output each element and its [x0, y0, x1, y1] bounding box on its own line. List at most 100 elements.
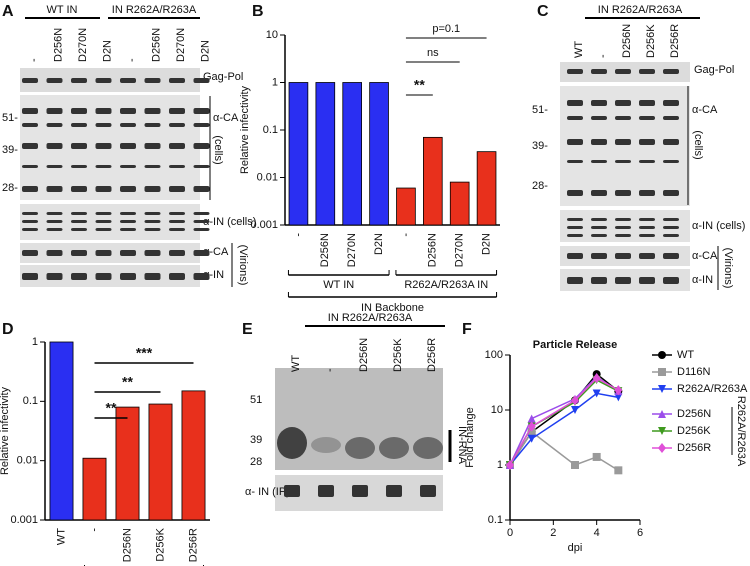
band	[663, 160, 679, 163]
series-line	[509, 373, 619, 466]
annotation: **	[122, 374, 133, 390]
band	[95, 78, 112, 83]
band	[567, 69, 583, 74]
band	[420, 485, 436, 497]
blot-header: IN R262A/R263A	[598, 4, 683, 16]
band	[120, 165, 136, 168]
band	[615, 190, 631, 196]
band	[639, 116, 655, 120]
blot-label: α-CA	[203, 246, 229, 258]
mw-marker: 51-	[2, 112, 18, 124]
band	[169, 143, 185, 149]
marker	[658, 385, 666, 393]
band	[22, 123, 38, 127]
lane-label: D256N	[52, 28, 64, 62]
band	[144, 273, 161, 280]
lane-label: D256N	[150, 28, 162, 62]
band	[567, 234, 583, 237]
band	[169, 212, 185, 215]
marker	[658, 410, 666, 418]
x-tick-label: D256N	[121, 528, 133, 562]
panel-letter: B	[252, 3, 264, 20]
band	[591, 226, 607, 229]
band	[120, 250, 136, 256]
band	[639, 234, 655, 237]
band	[95, 165, 112, 168]
mw-marker: 28-	[2, 182, 18, 194]
band	[95, 143, 112, 149]
legend-label: D256R	[677, 442, 711, 454]
band	[591, 253, 607, 259]
x-tick-label: D256R	[187, 528, 199, 562]
band	[144, 250, 161, 256]
annotation: **	[106, 400, 117, 416]
band	[46, 165, 63, 168]
y-tick-label: 1	[32, 336, 38, 348]
band	[591, 277, 607, 284]
blot-label: α-IN (cells)	[203, 216, 256, 228]
band	[567, 139, 583, 145]
band	[615, 253, 631, 259]
band	[193, 212, 210, 215]
band	[144, 186, 161, 192]
bar	[115, 406, 140, 521]
band	[120, 212, 136, 215]
band	[663, 277, 679, 284]
y-axis-label: Fold change	[464, 407, 476, 468]
band	[639, 139, 655, 145]
y-tick-label: 1	[272, 76, 278, 88]
band	[639, 160, 655, 163]
band	[567, 226, 583, 229]
band	[567, 253, 583, 259]
band	[169, 186, 185, 192]
band	[46, 108, 63, 114]
band	[193, 250, 210, 256]
band	[71, 273, 87, 280]
mw-marker: 39-	[2, 144, 18, 156]
band	[639, 226, 655, 229]
y-axis-label: Relative infectivity	[239, 85, 251, 174]
legend-label: D116N	[677, 366, 710, 378]
band	[22, 165, 38, 168]
group-label: IN Backbone	[361, 302, 424, 314]
bar	[342, 82, 362, 226]
group-label: WT IN	[323, 279, 354, 291]
y-tick-label: 0.01	[17, 455, 38, 467]
band	[193, 220, 210, 223]
mw-marker: 39	[250, 434, 262, 446]
band	[663, 69, 679, 74]
x-tick-label: 6	[637, 527, 643, 539]
band	[169, 220, 185, 223]
band	[46, 250, 63, 256]
y-axis-label: Relative infectivity	[0, 386, 11, 475]
lane-label: -	[597, 54, 609, 58]
marker	[592, 452, 601, 461]
band	[567, 100, 583, 106]
series-line	[509, 379, 619, 466]
mw-marker: 51	[250, 394, 262, 406]
x-tick-label: -	[292, 233, 304, 237]
band	[22, 220, 38, 223]
band	[71, 212, 87, 215]
band	[46, 212, 63, 215]
mw-marker: 51-	[532, 104, 548, 116]
marker	[614, 385, 623, 396]
band	[318, 485, 334, 497]
band	[95, 108, 112, 114]
band	[71, 250, 87, 256]
band	[639, 190, 655, 196]
band	[95, 186, 112, 192]
blot-header: WT IN	[47, 4, 78, 16]
lane-label: D256K	[392, 338, 404, 372]
band	[120, 78, 136, 83]
marker	[614, 393, 623, 402]
mw-marker: 28	[250, 456, 262, 468]
band	[345, 437, 375, 459]
band	[193, 123, 210, 127]
marker	[527, 421, 536, 432]
blot-label: (Virions)	[722, 248, 734, 289]
band	[663, 234, 679, 237]
band	[169, 78, 185, 83]
blot-label: (cells)	[692, 130, 704, 159]
band	[591, 218, 607, 221]
